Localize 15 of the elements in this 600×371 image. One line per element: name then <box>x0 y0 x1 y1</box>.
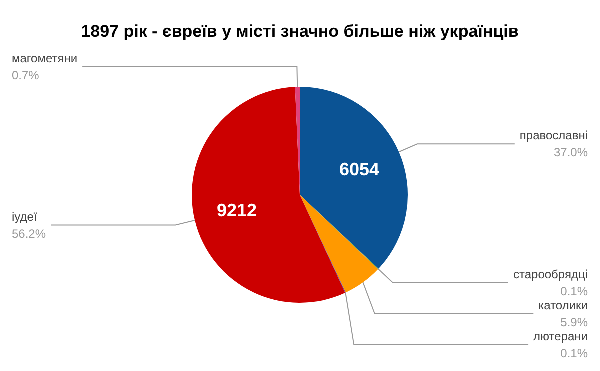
chart-title: 1897 рік - євреїв у місті значно більше ніж українців <box>81 22 519 41</box>
slice-label: католики <box>538 298 588 312</box>
data-label: 5.9% <box>560 315 588 330</box>
data-label: 0.1% <box>560 284 588 298</box>
text: 9212 <box>217 200 258 220</box>
slice-label: лютерани <box>534 329 588 344</box>
slice-label: магометяни <box>12 52 78 66</box>
slice-label: православні <box>520 128 588 143</box>
data-label: 37.0% <box>554 146 588 160</box>
data-label: 0.1% <box>560 346 588 360</box>
slice-label: іудеї <box>12 210 38 224</box>
slice-label: старообрядці <box>513 267 588 282</box>
data-label: 0.7% <box>12 68 40 83</box>
text: 6054 <box>339 159 380 180</box>
data-label: 56.2% <box>12 226 46 241</box>
